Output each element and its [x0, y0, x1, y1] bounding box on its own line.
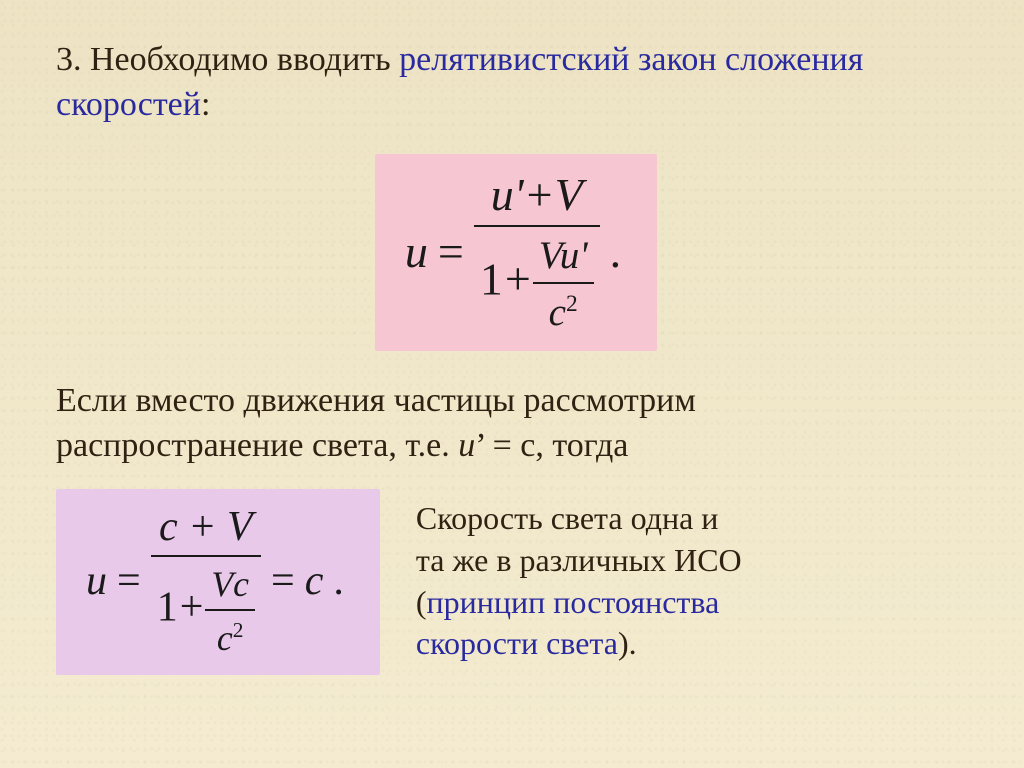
para2-line2b: = с, тогда	[484, 427, 628, 464]
eq2-den: 1+ Vc c2	[151, 557, 261, 659]
para2-prime: ’	[475, 427, 484, 464]
para1-tail: :	[201, 86, 210, 123]
eq1-equals: =	[438, 225, 464, 278]
para1-number: 3.	[56, 41, 82, 78]
eq2-den-1: 1	[157, 584, 178, 630]
bottom-row: u = c + V 1+ Vc c2 = c. Скорость света о…	[56, 489, 976, 675]
eq2-c: c	[217, 618, 233, 658]
eq1-den-frac-den: c2	[533, 284, 594, 335]
eq2-exp: 2	[233, 618, 244, 642]
side-l4: скорости света	[416, 625, 618, 661]
eq1-fraction: u'+V 1+ Vu' c2	[474, 168, 600, 335]
eq1-exp: 2	[566, 291, 578, 317]
eq2-den-plus: +	[178, 584, 206, 630]
eq2-rhs: c	[305, 557, 324, 605]
eq2-fraction: c + V 1+ Vc c2	[151, 503, 261, 659]
equation-2: u = c + V 1+ Vc c2 = c.	[86, 503, 344, 659]
eq1-num: u'+V	[474, 168, 600, 227]
eq2-eq2: =	[271, 557, 295, 605]
intro-paragraph: 3. Необходимо вводить релятивистский зак…	[56, 38, 976, 128]
eq1-c: c	[549, 291, 566, 334]
eq1-den-plus: +	[503, 253, 533, 304]
eq2-den-frac-num: Vc	[205, 563, 255, 611]
para1-lead: Необходимо вводить	[82, 41, 400, 78]
eq2-tail: .	[333, 557, 344, 605]
equation-1-box: u = u'+V 1+ Vu' c2 .	[375, 154, 657, 351]
eq1-tail: .	[610, 225, 622, 278]
side-l3b: принцип постоянства	[427, 584, 720, 620]
side-l3a: (	[416, 584, 427, 620]
para2-line1: Если вместо движения частицы рассмотрим	[56, 382, 696, 419]
eq1-den-frac-num: Vu'	[533, 233, 594, 284]
eq1-lhs: u	[405, 225, 428, 278]
eq2-lhs: u	[86, 557, 107, 605]
eq1-den: 1+ Vu' c2	[474, 227, 600, 335]
middle-paragraph: Если вместо движения частицы рассмотрим …	[56, 379, 976, 469]
side-text: Скорость света одна и та же в различных …	[416, 498, 742, 664]
para2-u: u	[458, 427, 475, 464]
eq1-den-1: 1	[480, 253, 503, 304]
side-l1: Скорость света одна и	[416, 500, 719, 536]
equation-1: u = u'+V 1+ Vu' c2 .	[405, 168, 621, 335]
para2-line2a: распространение света, т.е.	[56, 427, 458, 464]
equation-2-box: u = c + V 1+ Vc c2 = c.	[56, 489, 380, 675]
eq2-den-frac-den: c2	[205, 611, 255, 659]
eq2-eq1: =	[117, 557, 141, 605]
side-l2: та же в различных ИСО	[416, 542, 742, 578]
eq2-den-frac: Vc c2	[205, 563, 255, 659]
equation-1-container: u = u'+V 1+ Vu' c2 .	[56, 154, 976, 351]
eq1-num-text: u'+V	[491, 169, 583, 220]
eq1-den-frac: Vu' c2	[533, 233, 594, 335]
eq2-num: c + V	[151, 503, 261, 557]
side-l5: ).	[618, 625, 637, 661]
